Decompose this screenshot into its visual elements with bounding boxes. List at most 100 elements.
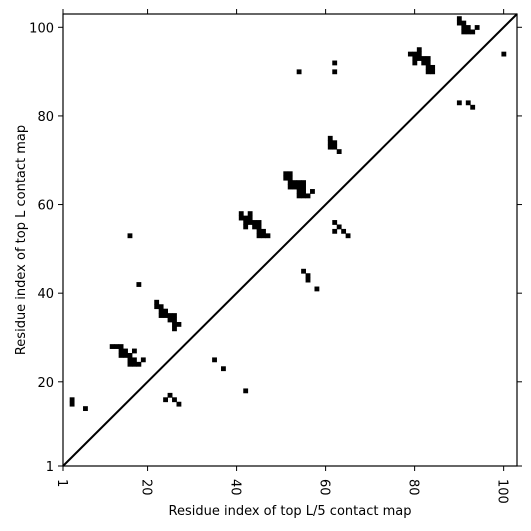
contact-cell (305, 277, 311, 283)
contact-cell (140, 357, 146, 363)
contact-cell (83, 406, 88, 412)
contact-cell (118, 344, 124, 349)
contact-cell (345, 233, 351, 239)
contact-cell (163, 313, 168, 318)
contact-cell (265, 233, 271, 239)
contact-cell (296, 69, 302, 75)
contact-cell (292, 184, 298, 190)
contact-cell (305, 273, 311, 279)
contact-cell (158, 304, 164, 310)
contact-cell (336, 149, 342, 154)
contact-cell (332, 144, 338, 150)
contact-cell (247, 215, 253, 221)
contact-cell (332, 220, 338, 225)
contact-cell (456, 16, 462, 22)
contact-cell (163, 397, 168, 403)
contact-cell (167, 317, 173, 323)
contact-cell (327, 135, 333, 141)
contact-cell (461, 25, 467, 30)
y-tick-label: 60 (37, 199, 54, 214)
contact-cell (336, 224, 342, 230)
contact-cell (416, 47, 422, 53)
contact-cell (131, 348, 137, 354)
contact-cell (243, 220, 249, 225)
contact-cell (461, 20, 467, 26)
contact-cell (123, 348, 128, 354)
contact-cell (287, 180, 293, 186)
contact-cell (154, 299, 160, 305)
contact-cell (341, 228, 347, 234)
contact-cell (118, 353, 124, 358)
y-axis-label: Residue index of top L contact map (14, 125, 29, 355)
contact-cell (238, 211, 244, 217)
contact-cell (252, 224, 258, 230)
x-tick-label: 20 (139, 479, 154, 496)
contact-cell (172, 397, 177, 403)
contact-cell (243, 224, 249, 230)
contact-cell (430, 69, 436, 75)
contact-cell (416, 51, 422, 57)
contact-cell (296, 180, 302, 186)
contact-cell (421, 60, 427, 66)
contact-cell (252, 220, 258, 225)
plot-frame (62, 13, 518, 467)
y-tick-label: 80 (37, 110, 54, 125)
contact-cell (118, 348, 124, 354)
contact-cell (301, 268, 306, 274)
contact-cell (256, 220, 262, 225)
contact-cell (114, 344, 120, 349)
contact-cell (301, 180, 306, 186)
contact-cell (332, 69, 338, 75)
contact-cell (172, 313, 177, 318)
contact-cell (287, 171, 293, 177)
contact-cell (109, 344, 115, 349)
contact-cell (425, 56, 431, 61)
contact-cell (416, 56, 422, 61)
contact-cell (243, 388, 249, 394)
contact-cell (167, 313, 173, 318)
y-axis-ticks: 1 20 40 60 80 100 (29, 21, 522, 475)
contact-cell (261, 228, 266, 234)
contact-cell (256, 233, 262, 239)
contact-cell (243, 215, 249, 221)
contact-cell (474, 25, 480, 30)
contact-cell (296, 184, 302, 190)
x-tick-label: 80 (406, 479, 421, 496)
contact-cell (163, 308, 168, 314)
contact-cells (69, 16, 507, 412)
contact-cell (261, 233, 266, 239)
contact-cell (461, 29, 467, 35)
x-axis-label: Residue index of top L/5 contact map (169, 504, 412, 519)
contact-cell (127, 361, 133, 367)
contact-cell (421, 56, 427, 61)
contact-cell (327, 144, 333, 150)
contact-cell (412, 56, 418, 61)
contact-cell (158, 313, 164, 318)
contact-cell (247, 220, 253, 225)
contact-cell (131, 361, 137, 367)
x-tick-label: 40 (228, 479, 243, 496)
contact-cell (412, 60, 418, 66)
contact-cell (283, 175, 289, 181)
contact-cell (154, 304, 160, 310)
contact-cell (131, 357, 137, 363)
contact-cell (296, 189, 302, 194)
contact-cell (296, 193, 302, 199)
contact-cell (172, 326, 177, 332)
contact-cell (238, 215, 244, 221)
contact-cell (247, 211, 253, 217)
contact-cell (158, 308, 164, 314)
contact-cell (425, 60, 431, 66)
contact-cell (287, 184, 293, 190)
contact-cell (287, 175, 293, 181)
x-tick-label: 1 (54, 479, 69, 487)
contact-cell (430, 64, 436, 70)
contact-cell (136, 361, 142, 367)
contact-cell (407, 51, 413, 57)
contact-cell (212, 357, 217, 363)
contact-cell (136, 282, 142, 287)
y-tick-label: 40 (37, 287, 54, 302)
contact-cell (172, 321, 177, 327)
contact-cell (465, 100, 471, 106)
